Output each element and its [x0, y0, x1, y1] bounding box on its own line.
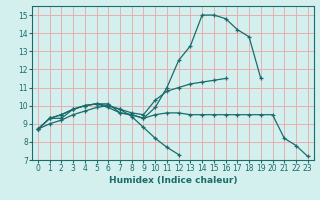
- X-axis label: Humidex (Indice chaleur): Humidex (Indice chaleur): [108, 176, 237, 185]
